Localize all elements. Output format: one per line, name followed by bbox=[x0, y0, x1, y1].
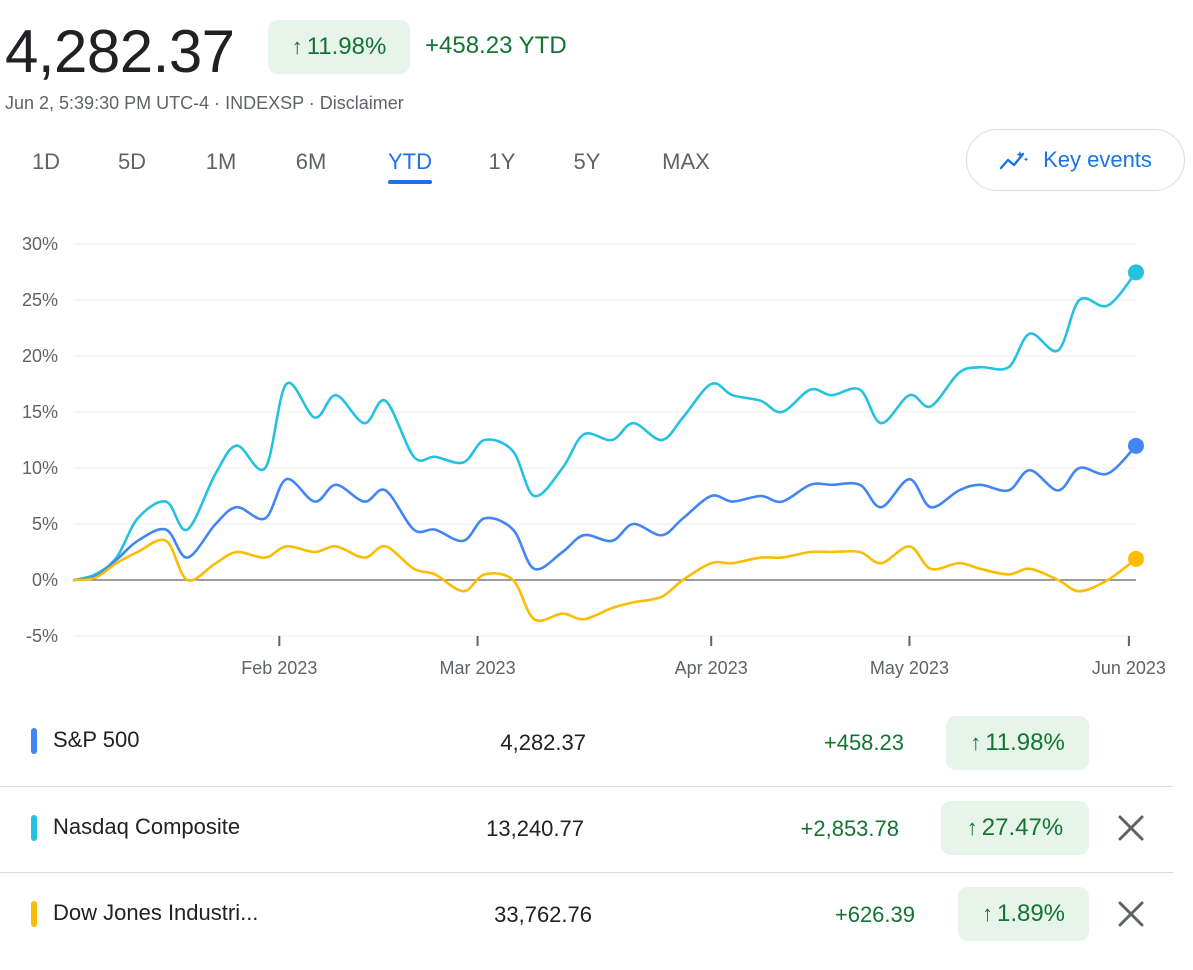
row-name: S&P 500 bbox=[53, 727, 140, 752]
series-endpoint-sp500 bbox=[1128, 437, 1144, 454]
remove-comparison-icon[interactable] bbox=[1114, 811, 1148, 845]
active-tab-indicator bbox=[388, 180, 432, 184]
series-endpoint-nasdaq bbox=[1128, 264, 1144, 281]
arrow-up-icon: ↑ bbox=[970, 730, 982, 755]
y-tick-label: 5% bbox=[32, 514, 58, 534]
tab-max[interactable]: MAX bbox=[662, 149, 710, 174]
row-price: 4,282.37 bbox=[500, 730, 586, 755]
y-tick-label: 0% bbox=[32, 570, 58, 590]
series-color-swatch bbox=[31, 815, 37, 841]
x-tick-label: May 2023 bbox=[870, 658, 949, 678]
y-tick-label: 20% bbox=[22, 346, 58, 366]
tab-6m[interactable]: 6M bbox=[295, 149, 327, 174]
table-row-sp500[interactable]: S&P 500 4,282.37 +458.23 ↑ 11.98% bbox=[0, 700, 1173, 786]
y-tick-label: 30% bbox=[22, 234, 58, 254]
tab-1y[interactable]: 1Y bbox=[488, 149, 516, 174]
series-endpoint-dow bbox=[1128, 550, 1144, 567]
y-tick-label: 15% bbox=[22, 402, 58, 422]
key-events-label: Key events bbox=[1043, 147, 1152, 172]
ytd-change: +458.23 YTD bbox=[425, 32, 567, 59]
series-color-swatch bbox=[31, 728, 37, 754]
row-percent: 27.47% bbox=[981, 814, 1064, 841]
x-tick-label: Mar 2023 bbox=[440, 658, 516, 678]
row-percent-badge: ↑ 27.47% bbox=[941, 801, 1089, 855]
row-percent-badge: ↑ 1.89% bbox=[958, 887, 1089, 941]
quote-meta: Jun 2, 5:39:30 PM UTC-4 · INDEXSP · Disc… bbox=[5, 93, 404, 113]
row-change: +2,853.78 bbox=[800, 816, 899, 841]
comparison-line-chart[interactable]: -5% 0% 5% 10% 15% 20% 25% 30% Feb 2023 Mar 2023 Ap… bbox=[0, 220, 1193, 690]
tab-5d[interactable]: 5D bbox=[117, 149, 147, 174]
index-price: 4,282.37 bbox=[5, 18, 235, 85]
series-line-sp500 bbox=[72, 444, 1138, 582]
percent-change-badge: ↑ 11.98% bbox=[268, 20, 410, 74]
x-tick-label: Jun 2023 bbox=[1092, 658, 1166, 678]
row-change: +626.39 bbox=[834, 902, 915, 927]
tab-5y[interactable]: 5Y bbox=[573, 149, 601, 174]
row-name: Nasdaq Composite bbox=[53, 814, 241, 839]
row-percent: 11.98% bbox=[985, 729, 1065, 756]
tab-ytd[interactable]: YTD bbox=[388, 149, 432, 174]
arrow-up-icon: ↑ bbox=[966, 815, 978, 840]
y-tick-label: 25% bbox=[22, 290, 58, 310]
remove-comparison-icon[interactable] bbox=[1114, 897, 1148, 931]
series-color-swatch bbox=[31, 901, 37, 927]
row-price: 33,762.76 bbox=[494, 902, 592, 927]
x-tick-label: Feb 2023 bbox=[241, 658, 317, 678]
sparkline-chart-icon bbox=[999, 151, 1029, 170]
tab-1m[interactable]: 1M bbox=[205, 149, 237, 174]
table-row-dow[interactable]: Dow Jones Industri... 33,762.76 +626.39 … bbox=[0, 872, 1173, 959]
y-tick-label: -5% bbox=[26, 626, 58, 646]
row-price: 13,240.77 bbox=[486, 816, 584, 841]
percent-change-value: 11.98% bbox=[306, 33, 387, 60]
row-name: Dow Jones Industri... bbox=[53, 900, 259, 925]
arrow-up-icon: ↑ bbox=[291, 34, 303, 59]
arrow-up-icon: ↑ bbox=[981, 901, 993, 926]
tab-1d[interactable]: 1D bbox=[31, 149, 61, 174]
key-events-button[interactable]: Key events bbox=[966, 129, 1185, 191]
row-percent-badge: ↑ 11.98% bbox=[946, 716, 1089, 770]
table-row-nasdaq[interactable]: Nasdaq Composite 13,240.77 +2,853.78 ↑ 2… bbox=[0, 786, 1173, 873]
series-line-nasdaq bbox=[72, 271, 1138, 582]
row-change: +458.23 bbox=[823, 730, 904, 755]
row-percent: 1.89% bbox=[996, 900, 1066, 927]
y-tick-label: 10% bbox=[22, 458, 58, 478]
x-tick-label: Apr 2023 bbox=[675, 658, 748, 678]
series-line-dow bbox=[72, 538, 1138, 622]
